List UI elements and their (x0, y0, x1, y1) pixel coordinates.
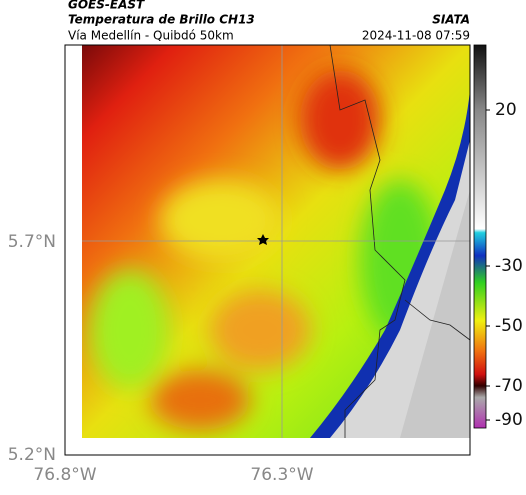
x-tick-label: 76.3°W (250, 465, 313, 485)
source: GOES-EAST (68, 0, 145, 12)
y-tick-label: 5.2°N (8, 445, 56, 465)
x-tick-label: 76.8°W (33, 465, 96, 485)
datetime: 2024-11-08 07:59 (362, 29, 470, 43)
location-marker (257, 234, 269, 245)
graticule (82, 45, 470, 438)
borders (329, 44, 471, 438)
colorbar-label: -30 (495, 256, 523, 276)
title: Temperatura de Brillo CH13 (68, 13, 255, 27)
colorbar-label: 20 (495, 100, 517, 120)
colorbar-label: -50 (495, 316, 523, 336)
y-tick-label: 5.7°N (8, 232, 56, 252)
org: SIATA (432, 13, 470, 27)
axes-frame (64, 44, 471, 456)
colorbar-ticks (486, 109, 490, 421)
satellite-image (82, 45, 470, 438)
colorbar (473, 44, 487, 429)
subtitle: Vía Medellín - Quibdó 50km (68, 29, 234, 43)
colorbar-label: -90 (495, 410, 523, 430)
colorbar-label: -70 (495, 376, 523, 396)
